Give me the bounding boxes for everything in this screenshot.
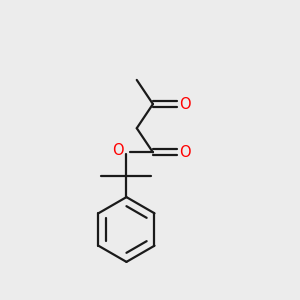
Text: O: O xyxy=(179,145,191,160)
Text: O: O xyxy=(179,97,191,112)
Text: O: O xyxy=(112,143,124,158)
